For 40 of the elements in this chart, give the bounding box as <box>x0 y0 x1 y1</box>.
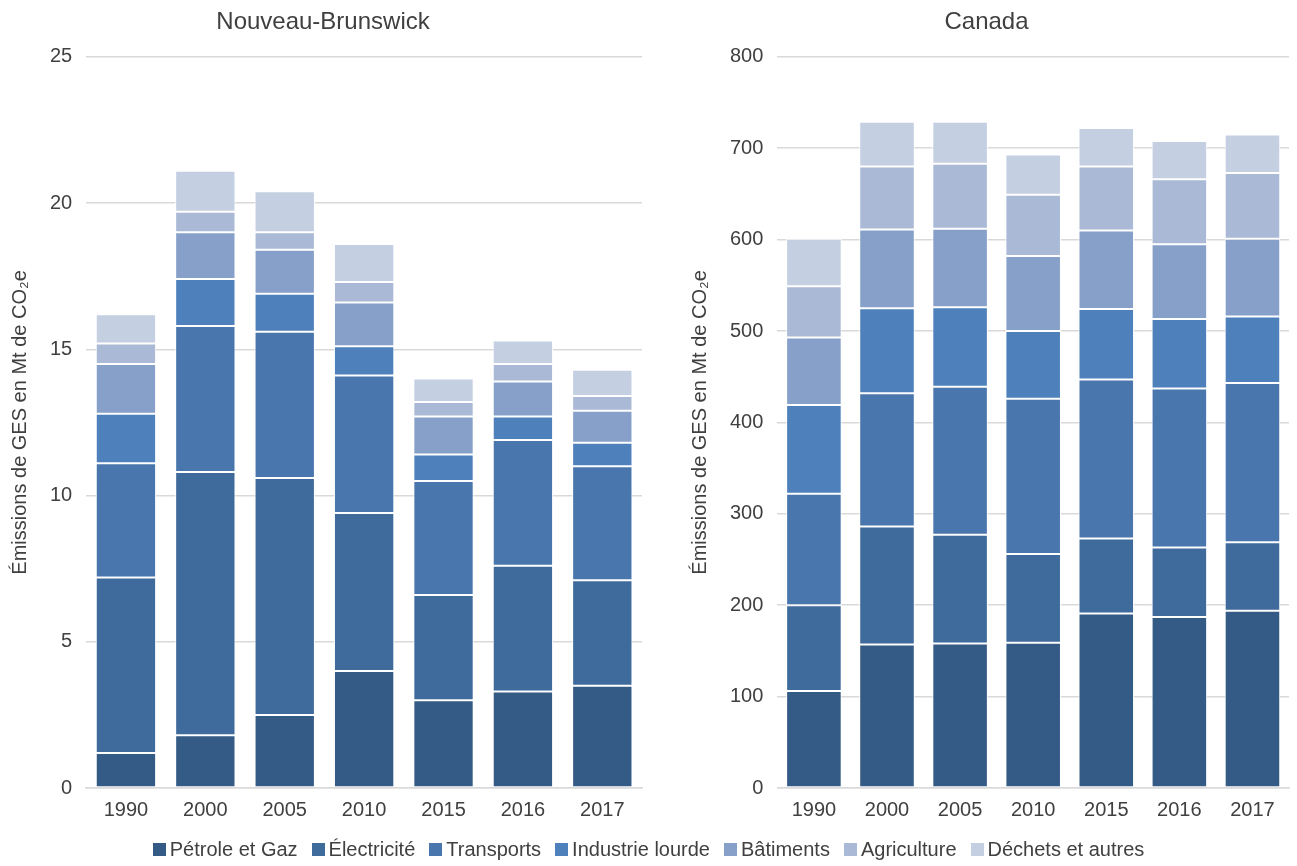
x-tick-label: 2005 <box>937 797 983 820</box>
y-axis-title: Émissions de GES en Mt de CO₂e <box>687 270 710 575</box>
x-tick-label: 2016 <box>1157 797 1202 820</box>
legend-label: Pétrole et Gaz <box>169 838 298 861</box>
x-tick-label: 2010 <box>341 797 387 820</box>
x-tick-label: 2000 <box>183 797 228 820</box>
x-tick-label: 1990 <box>791 797 837 820</box>
y-tick-label: 400 <box>729 409 764 432</box>
x-tick-label: 1990 <box>103 797 149 820</box>
legend-label: Électricité <box>328 838 416 861</box>
legend-label: Industrie lourde <box>572 838 710 861</box>
y-axis-title: Émissions de GES en Mt de CO₂e <box>7 270 30 575</box>
y-tick-label: 0 <box>752 775 764 798</box>
x-tick-label: 2010 <box>1010 797 1056 820</box>
chart-title: Canada <box>944 7 1030 35</box>
x-tick-label: 2015 <box>421 797 466 820</box>
x-tick-label: 2017 <box>580 797 625 820</box>
x-tick-label: 2015 <box>1084 797 1129 820</box>
y-tick-label: 700 <box>729 135 764 158</box>
y-tick-label: 200 <box>729 592 764 615</box>
y-tick-label: 15 <box>50 336 73 359</box>
legend-label: Transports <box>446 838 542 861</box>
x-tick-label: 2016 <box>500 797 546 820</box>
y-tick-label: 100 <box>729 684 764 707</box>
chart-title: Nouveau-Brunswick <box>216 7 431 35</box>
legend-label: Agriculture <box>860 838 957 861</box>
y-tick-label: 20 <box>50 190 73 213</box>
y-tick-label: 600 <box>729 227 764 250</box>
x-tick-label: 2005 <box>262 797 307 820</box>
y-tick-label: 10 <box>50 483 73 506</box>
y-tick-label: 25 <box>50 44 73 67</box>
y-tick-label: 300 <box>729 501 764 524</box>
x-tick-label: 2000 <box>864 797 910 820</box>
y-tick-label: 5 <box>61 629 73 652</box>
legend-label: Déchets et autres <box>987 838 1145 861</box>
x-tick-label: 2017 <box>1230 797 1275 820</box>
y-tick-label: 500 <box>729 318 764 341</box>
y-tick-label: 800 <box>729 44 764 67</box>
y-tick-label: 0 <box>61 775 73 798</box>
legend-label: Bâtiments <box>740 838 830 861</box>
